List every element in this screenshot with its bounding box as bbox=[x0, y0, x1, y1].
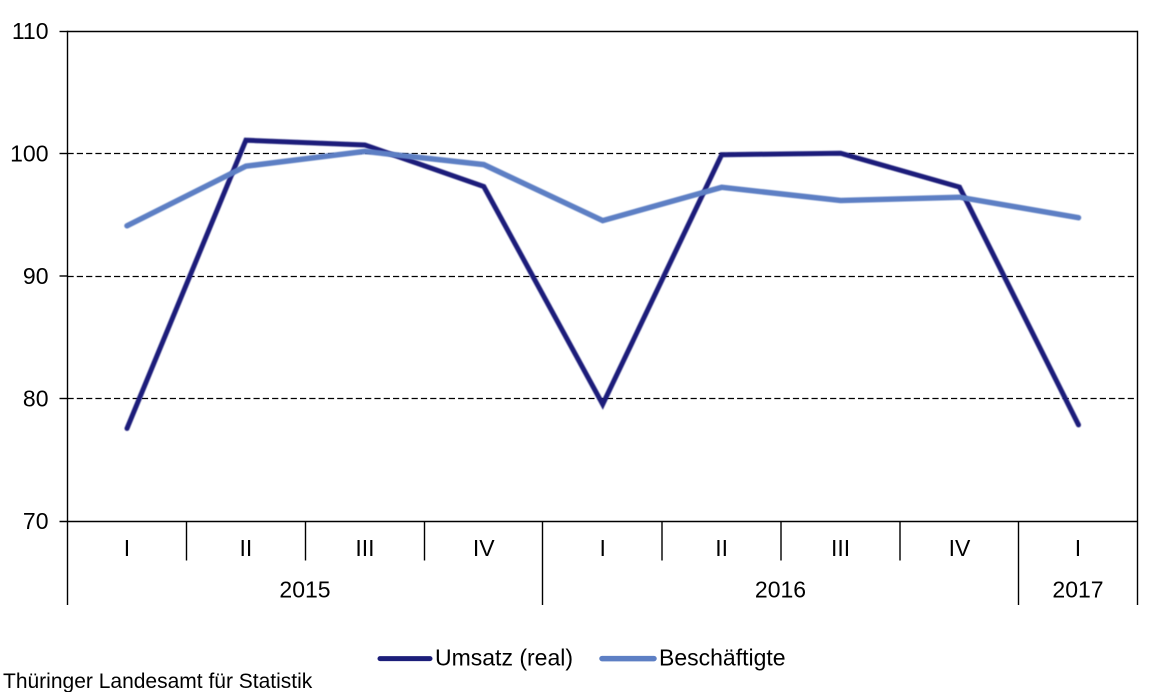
svg-text:90: 90 bbox=[23, 263, 49, 289]
svg-text:110: 110 bbox=[12, 18, 49, 44]
svg-text:80: 80 bbox=[23, 385, 49, 411]
svg-text:70: 70 bbox=[23, 508, 49, 534]
svg-text:II: II bbox=[715, 535, 728, 561]
svg-text:II: II bbox=[240, 535, 253, 561]
svg-text:I: I bbox=[124, 535, 130, 561]
svg-text:III: III bbox=[355, 535, 374, 561]
svg-text:III: III bbox=[831, 535, 850, 561]
svg-text:2015: 2015 bbox=[279, 576, 330, 602]
svg-text:Beschäftigte: Beschäftigte bbox=[659, 645, 786, 671]
svg-text:2017: 2017 bbox=[1052, 576, 1103, 602]
svg-text:I: I bbox=[1075, 535, 1081, 561]
svg-text:I: I bbox=[600, 535, 606, 561]
svg-text:100: 100 bbox=[10, 140, 48, 166]
svg-text:Umsatz (real): Umsatz (real) bbox=[435, 645, 573, 671]
svg-text:2016: 2016 bbox=[755, 576, 806, 602]
svg-text:IV: IV bbox=[949, 535, 971, 561]
svg-text:Thüringer Landesamt für Statis: Thüringer Landesamt für Statistik bbox=[3, 670, 313, 692]
svg-text:IV: IV bbox=[473, 535, 495, 561]
